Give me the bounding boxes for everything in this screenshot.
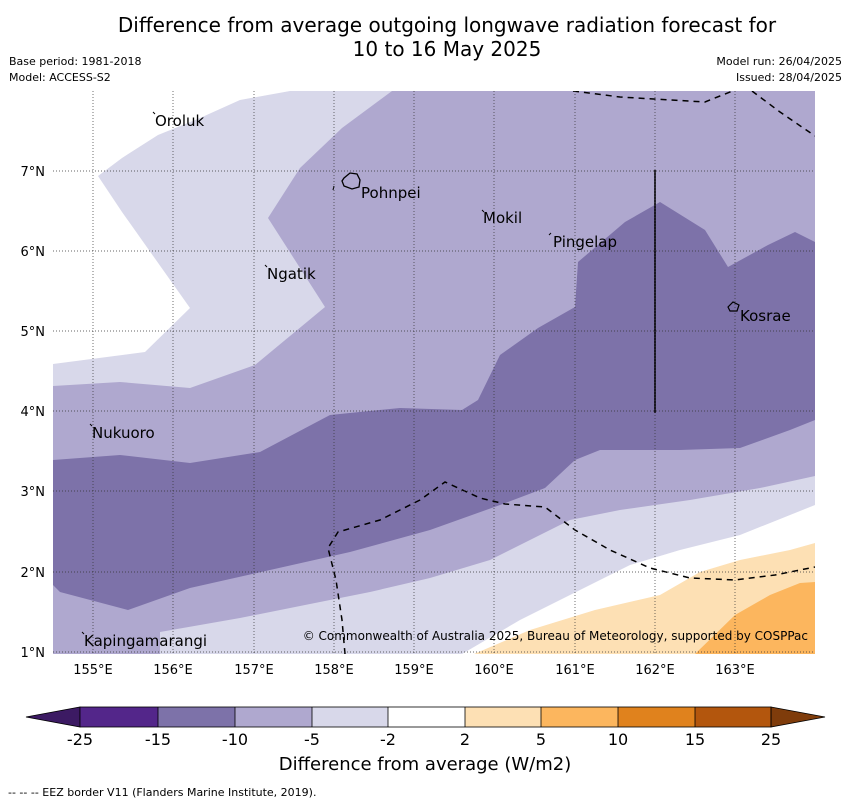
colorbar-extend-high	[770, 706, 826, 728]
band-minus15-to-minus10	[53, 202, 815, 610]
colorbar-tick: 5	[536, 730, 546, 749]
colorbar-segment	[465, 707, 541, 727]
lon-tick: 161°E	[555, 663, 595, 678]
graticule	[53, 91, 815, 654]
lon-tick: 157°E	[234, 663, 274, 678]
latitude-tick-labels: 7°N 6°N 5°N 4°N 3°N 2°N 1°N	[21, 165, 46, 661]
colorbar-tick: -5	[304, 730, 320, 749]
map-title: Difference from average outgoing longwav…	[0, 13, 850, 61]
lon-tick: 163°E	[715, 663, 755, 678]
place-nukuoro: Nukuoro	[92, 424, 155, 442]
kosrae-island-shape	[727, 301, 740, 312]
lat-tick: 5°N	[21, 325, 46, 340]
lon-tick: 156°E	[153, 663, 193, 678]
colorbar-tick: -15	[145, 730, 171, 749]
lon-tick: 162°E	[635, 663, 675, 678]
colorbar-outline	[79, 706, 772, 728]
colorbar-tick: 2	[460, 730, 470, 749]
place-labels: Oroluk Pohnpei Mokil Pingelap Ngatik Kos…	[84, 112, 791, 650]
colorbar-tick: -10	[222, 730, 248, 749]
lat-tick: 7°N	[21, 165, 46, 180]
title-line-2: 10 to 16 May 2025	[352, 37, 542, 61]
colorbar-tick: 25	[761, 730, 781, 749]
colorbar-segment	[80, 707, 158, 727]
colorbar-dividers	[157, 707, 696, 727]
atoll-markers	[81, 111, 552, 635]
colorbar-label: Difference from average (W/m2)	[278, 754, 572, 775]
colorbar-segment	[158, 707, 235, 727]
lat-tick: 3°N	[21, 485, 46, 500]
eez-borders	[327, 91, 815, 654]
colorbar-segment	[618, 707, 695, 727]
lon-tick: 160°E	[474, 663, 514, 678]
model-name: Model: ACCESS-S2	[9, 71, 111, 84]
colorbar-tick: -2	[380, 730, 396, 749]
colorbar-segment	[388, 707, 465, 727]
base-period: Base period: 1981-2018	[9, 55, 142, 68]
lat-tick: 6°N	[21, 245, 46, 260]
pohnpei-island-shape	[341, 172, 361, 190]
colorbar-segment	[235, 707, 312, 727]
place-mokil: Mokil	[483, 209, 522, 227]
colorbar-tick: 10	[608, 730, 628, 749]
colorbar-segment	[541, 707, 618, 727]
lat-tick: 1°N	[21, 646, 46, 661]
place-ngatik: Ngatik	[267, 265, 316, 283]
band-neutral-upper-left	[53, 91, 290, 364]
lat-tick: 4°N	[21, 405, 46, 420]
colorbar-tick: 15	[685, 730, 705, 749]
colorbar-tick-labels: -25 -15 -10 -5 -2 2 5 10 15 25	[67, 730, 781, 749]
title-line-1: Difference from average outgoing longwav…	[117, 13, 777, 37]
colorbar-extend-low	[25, 706, 81, 728]
place-kosrae: Kosrae	[740, 307, 791, 325]
band-plus5-to-plus10	[695, 582, 815, 654]
colorbar-tick: -25	[67, 730, 93, 749]
issued-date: Issued: 28/04/2025	[735, 71, 842, 84]
place-pohnpei: Pohnpei	[361, 184, 421, 202]
colorbar-segment	[312, 707, 388, 727]
copyright-notice: © Commonwealth of Australia 2025, Bureau…	[303, 629, 808, 643]
lon-tick: 155°E	[73, 663, 113, 678]
place-kapingamarangi: Kapingamarangi	[84, 632, 207, 650]
model-run: Model run: 26/04/2025	[716, 55, 842, 68]
colorbar: -25 -15 -10 -5 -2 2 5 10 15 25	[25, 706, 826, 749]
place-oroluk: Oroluk	[155, 112, 204, 130]
place-pingelap: Pingelap	[553, 233, 617, 251]
lon-tick: 159°E	[394, 663, 434, 678]
lon-tick: 158°E	[314, 663, 354, 678]
eez-legend-note: -- -- -- EEZ border V11 (Flanders Marine…	[8, 786, 317, 799]
lat-tick: 2°N	[21, 566, 46, 581]
colorbar-segment	[695, 707, 771, 727]
longitude-tick-labels: 155°E 156°E 157°E 158°E 159°E 160°E 161°…	[73, 663, 755, 678]
olr-anomaly-field	[53, 91, 815, 654]
